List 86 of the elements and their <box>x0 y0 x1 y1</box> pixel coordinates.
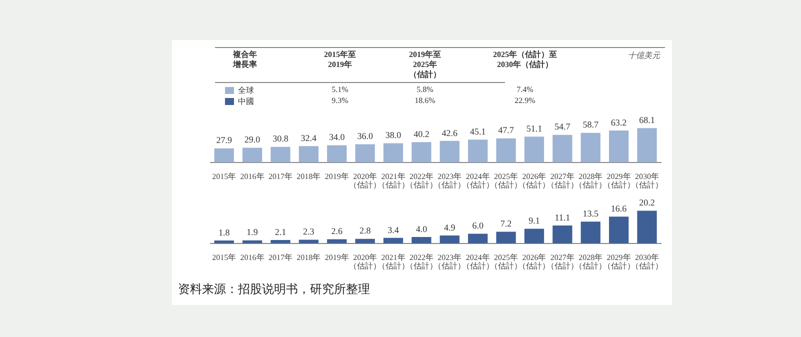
text: 22.9% <box>514 96 536 105</box>
bar <box>412 142 432 162</box>
bar <box>327 239 347 244</box>
data-label: 1.8 <box>218 227 230 238</box>
bar <box>242 148 262 162</box>
data-label: 36.0 <box>357 131 374 142</box>
data-label: 68.1 <box>639 114 655 125</box>
bar <box>580 222 600 244</box>
bar <box>270 146 290 162</box>
data-label: 51.1 <box>526 124 542 134</box>
data-label: 63.2 <box>610 117 627 128</box>
x-tick-label: 2015年 <box>212 252 236 262</box>
bar <box>440 235 460 244</box>
bar <box>608 216 629 244</box>
data-label: 45.1 <box>470 126 486 137</box>
bar <box>355 238 375 244</box>
x-tick-label: 2015年 <box>212 172 236 181</box>
bar <box>524 136 544 162</box>
bar <box>524 228 544 244</box>
text: 7.4% <box>516 85 534 94</box>
bar <box>637 210 657 244</box>
data-label: 4.0 <box>416 224 428 234</box>
bar <box>440 140 460 162</box>
bar <box>270 240 290 244</box>
bar <box>327 145 347 162</box>
bar <box>383 238 404 244</box>
data-label: 27.9 <box>216 135 232 146</box>
text: 複合年增長率 <box>232 50 258 70</box>
x-tick-label: 2019年 <box>324 252 349 262</box>
bar <box>496 232 516 244</box>
x-tick-label: 2019年 <box>324 172 349 181</box>
x-tick-label: 2017年 <box>268 172 292 181</box>
bar <box>214 148 234 162</box>
x-tick-label: 2016年 <box>240 172 264 181</box>
data-label: 20.2 <box>639 198 655 208</box>
text: 18.6% <box>414 96 436 105</box>
legend-label: 全球 <box>238 85 254 96</box>
x-tick-label: 2018年 <box>296 172 321 181</box>
data-label: 3.4 <box>388 224 400 235</box>
data-label: 11.1 <box>554 212 570 222</box>
data-label: 6.0 <box>472 220 484 231</box>
data-label: 9.1 <box>528 216 540 226</box>
data-label: 32.4 <box>300 132 318 143</box>
bar <box>637 128 657 162</box>
data-label: 4.9 <box>444 222 456 232</box>
data-label: 58.7 <box>582 120 599 130</box>
x-tick-label: 2016年 <box>240 252 264 262</box>
bar <box>496 138 516 162</box>
data-label: 29.0 <box>244 134 261 145</box>
data-label: 2.3 <box>303 226 315 237</box>
bar <box>608 130 629 162</box>
data-label: 16.6 <box>610 203 628 214</box>
bar <box>383 143 404 162</box>
text: 2015年至2019年 <box>323 50 357 70</box>
x-tick-label: 2018年 <box>296 252 321 262</box>
bar <box>412 236 432 244</box>
bar <box>298 240 319 244</box>
text: 2019年至2025年（估計） <box>408 50 442 80</box>
data-label: 38.0 <box>385 130 402 140</box>
text: 2025年（估計）至2030年（估計） <box>492 50 558 70</box>
text: 5.8% <box>416 85 434 94</box>
data-label: 2.1 <box>274 226 286 237</box>
text: 5.1% <box>330 85 350 94</box>
bar <box>355 144 375 162</box>
text: 资料来源：招股说明书，研究所整理 <box>178 281 370 298</box>
bar <box>298 146 319 162</box>
text: 9.3% <box>330 96 350 105</box>
bar <box>580 132 600 162</box>
legend-label: 中國 <box>238 96 254 107</box>
x-tick-label: 2017年 <box>268 252 292 262</box>
data-label: 30.8 <box>272 134 289 144</box>
bar <box>552 134 572 162</box>
text: 十億美元 <box>627 50 660 61</box>
data-label: 2.6 <box>331 226 343 236</box>
data-label: 40.2 <box>414 129 430 139</box>
data-label: 54.7 <box>554 122 571 132</box>
bar <box>468 234 488 244</box>
data-label: 13.5 <box>582 208 599 218</box>
data-label: 42.6 <box>442 128 458 138</box>
data-label: 34.0 <box>328 132 346 142</box>
bar <box>552 225 572 244</box>
data-label: 1.9 <box>246 227 258 238</box>
data-label: 7.2 <box>500 218 512 229</box>
data-label: 47.7 <box>498 125 514 136</box>
bar <box>468 140 488 162</box>
data-label: 2.8 <box>359 226 372 236</box>
